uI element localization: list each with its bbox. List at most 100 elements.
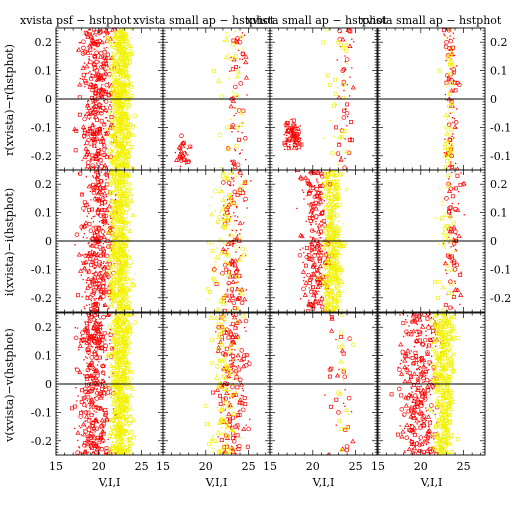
data-point xyxy=(102,426,104,428)
data-point xyxy=(102,266,104,269)
data-point xyxy=(94,76,100,82)
data-point xyxy=(291,122,296,127)
data-point xyxy=(113,134,115,136)
data-point xyxy=(84,425,87,427)
data-point xyxy=(78,414,83,419)
data-point xyxy=(102,303,105,306)
data-point xyxy=(123,424,125,426)
data-point xyxy=(285,127,291,133)
data-point xyxy=(93,301,99,307)
data-point xyxy=(126,354,128,356)
data-point xyxy=(129,221,132,223)
data-point xyxy=(339,273,342,276)
data-point xyxy=(184,152,187,154)
data-point xyxy=(331,202,333,205)
data-point xyxy=(454,282,456,284)
data-point xyxy=(103,305,106,307)
data-point xyxy=(74,367,77,369)
data-point xyxy=(331,253,333,256)
data-point xyxy=(102,251,104,253)
data-point xyxy=(126,329,128,332)
data-point xyxy=(103,72,105,74)
data-point xyxy=(291,144,298,150)
data-point xyxy=(235,229,237,232)
data-point xyxy=(112,36,117,41)
data-point xyxy=(94,252,100,258)
data-point xyxy=(113,182,116,184)
data-point xyxy=(117,263,119,265)
data-point xyxy=(340,298,342,301)
data-point xyxy=(122,205,124,208)
data-point xyxy=(220,197,226,203)
data-point xyxy=(126,359,132,365)
data-point xyxy=(237,130,239,133)
data-point xyxy=(85,72,88,75)
data-point xyxy=(458,273,463,277)
data-point xyxy=(105,394,107,396)
data-point xyxy=(317,290,319,292)
data-point xyxy=(119,409,122,411)
data-point xyxy=(85,420,87,422)
data-point xyxy=(448,182,450,184)
data-point xyxy=(91,83,93,85)
data-point xyxy=(307,301,309,304)
data-point xyxy=(235,162,241,167)
data-point xyxy=(105,117,108,119)
data-point xyxy=(328,191,330,193)
data-point xyxy=(117,141,122,146)
data-point xyxy=(112,218,115,220)
data-point xyxy=(447,60,449,62)
data-point xyxy=(286,129,288,132)
data-point xyxy=(325,251,328,253)
data-point xyxy=(313,241,316,243)
data-point xyxy=(115,88,121,93)
data-point xyxy=(115,264,117,266)
data-point xyxy=(463,214,465,216)
data-point xyxy=(115,104,117,107)
data-point xyxy=(83,232,85,235)
data-point xyxy=(328,275,330,278)
data-point xyxy=(90,163,95,168)
data-point xyxy=(243,326,246,329)
data-point xyxy=(119,407,121,409)
data-point xyxy=(443,44,449,50)
data-point xyxy=(215,306,221,312)
data-point xyxy=(94,384,97,386)
data-point xyxy=(117,374,120,376)
data-point xyxy=(315,268,320,272)
data-point xyxy=(288,136,290,139)
data-point xyxy=(335,224,337,227)
data-point xyxy=(101,294,106,299)
data-point xyxy=(105,117,107,119)
data-point xyxy=(112,124,114,126)
data-point xyxy=(123,439,125,441)
data-point xyxy=(302,261,304,264)
data-point xyxy=(112,247,115,249)
data-point xyxy=(208,205,211,207)
data-point xyxy=(443,150,450,156)
data-point xyxy=(124,31,126,34)
data-point xyxy=(96,350,98,352)
data-point xyxy=(314,185,316,187)
data-point xyxy=(327,223,332,228)
data-point xyxy=(105,111,108,113)
data-point xyxy=(338,220,340,223)
data-point xyxy=(118,108,120,110)
data-point xyxy=(227,297,233,303)
data-point xyxy=(177,145,183,150)
data-point xyxy=(103,287,109,293)
data-point xyxy=(296,128,298,131)
data-point xyxy=(88,353,90,356)
data-point xyxy=(76,293,80,298)
data-point xyxy=(112,229,117,234)
data-point xyxy=(220,246,226,252)
data-point xyxy=(286,146,291,151)
data-point xyxy=(115,193,117,196)
data-point xyxy=(113,449,120,454)
data-point xyxy=(118,393,120,395)
data-point xyxy=(92,132,95,134)
data-point xyxy=(93,115,95,117)
data-point xyxy=(75,450,80,455)
data-point xyxy=(97,52,100,54)
data-point xyxy=(307,280,313,286)
